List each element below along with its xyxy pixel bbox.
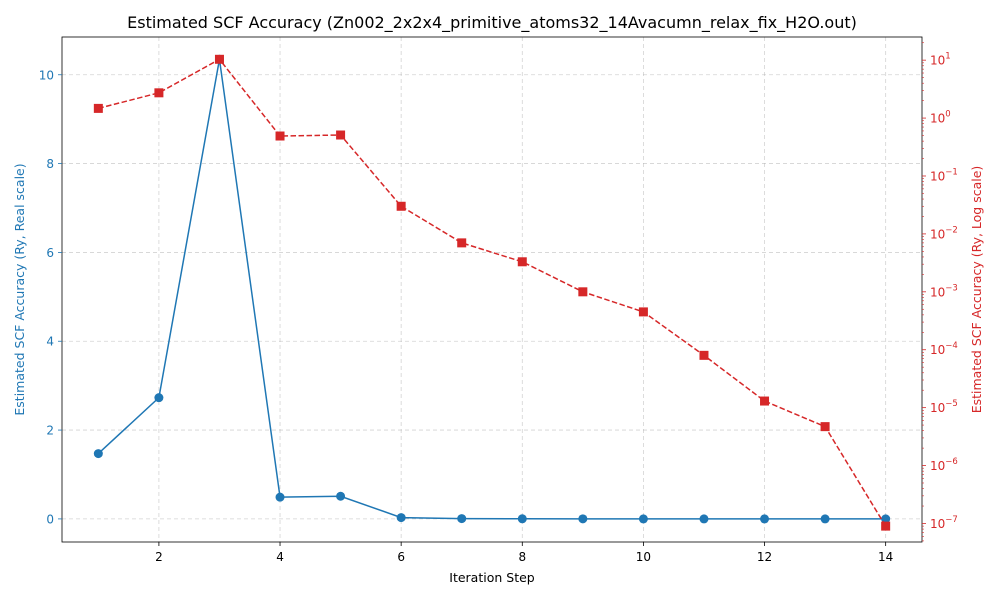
y-right-tick-label: 10−3	[930, 283, 958, 299]
series-right-point	[336, 130, 346, 140]
series-right-point	[154, 88, 164, 98]
y-right-tick-label: 10−1	[930, 167, 958, 183]
y-left-tick-label: 2	[46, 424, 54, 438]
series-left-point	[457, 514, 467, 524]
plot-frame	[61, 36, 923, 543]
series-left-line	[97, 59, 886, 520]
y-right-tick-label: 10−4	[930, 341, 958, 357]
series-layer	[93, 54, 891, 531]
series-right-point	[578, 287, 588, 297]
series-left-point	[638, 514, 648, 524]
x-tick-label: 12	[757, 550, 772, 564]
series-right-point	[760, 396, 770, 406]
x-tick-label: 4	[276, 550, 284, 564]
series-left-point	[275, 492, 285, 502]
tick-layer: 2 4 6 8 10 12 14 0 2 4 6 8 10 10−7 10−6 10−5 10−4 10−3 10−…	[39, 42, 958, 564]
series-right-point	[396, 201, 406, 211]
series-right-point	[881, 521, 891, 531]
series-right-point	[93, 103, 103, 113]
series-right-point	[699, 350, 709, 360]
y-left-axis-label: Estimated SCF Accuracy (Ry, Real scale)	[12, 163, 27, 415]
y-left-tick-label: 0	[46, 512, 54, 526]
y-left-tick-label: 8	[46, 157, 54, 171]
series-left-point	[820, 514, 830, 524]
series-right-point	[457, 238, 467, 248]
y-right-tick-label: 10−6	[930, 457, 958, 473]
y-right-tick-label: 100	[930, 110, 951, 126]
y-right-axis-label: Estimated SCF Accuracy (Ry, Log scale)	[969, 166, 984, 414]
series-left-point	[760, 514, 770, 524]
series-right-line	[98, 58, 887, 527]
x-tick-label: 6	[397, 550, 405, 564]
x-axis-label: Iteration Step	[449, 570, 535, 585]
series-right-point	[275, 131, 285, 141]
series-right-point	[638, 307, 648, 317]
grid-layer	[62, 37, 922, 542]
series-right-point	[820, 422, 830, 432]
y-right-tick-label: 10−2	[930, 225, 958, 241]
x-tick-label: 14	[878, 550, 893, 564]
x-tick-label: 8	[518, 550, 526, 564]
chart-title: Estimated SCF Accuracy (Zn002_2x2x4_prim…	[127, 13, 857, 33]
series-left-point	[578, 514, 588, 524]
y-right-tick-label: 10−5	[930, 399, 958, 415]
series-right-point	[517, 257, 527, 267]
y-left-tick-label: 10	[39, 68, 54, 82]
y-left-tick-label: 6	[46, 246, 54, 260]
series-left-point	[396, 513, 406, 523]
series-right-point	[214, 54, 224, 64]
x-tick-label: 10	[636, 550, 651, 564]
x-tick-label: 2	[155, 550, 163, 564]
y-right-tick-label: 10−7	[930, 515, 958, 531]
series-left-point	[699, 514, 709, 524]
series-left-point	[154, 393, 164, 403]
y-left-tick-label: 4	[46, 335, 54, 349]
series-left-point	[336, 491, 346, 501]
series-left-point	[93, 449, 103, 459]
y-right-tick-label: 101	[930, 52, 951, 68]
series-left-point	[517, 514, 527, 524]
